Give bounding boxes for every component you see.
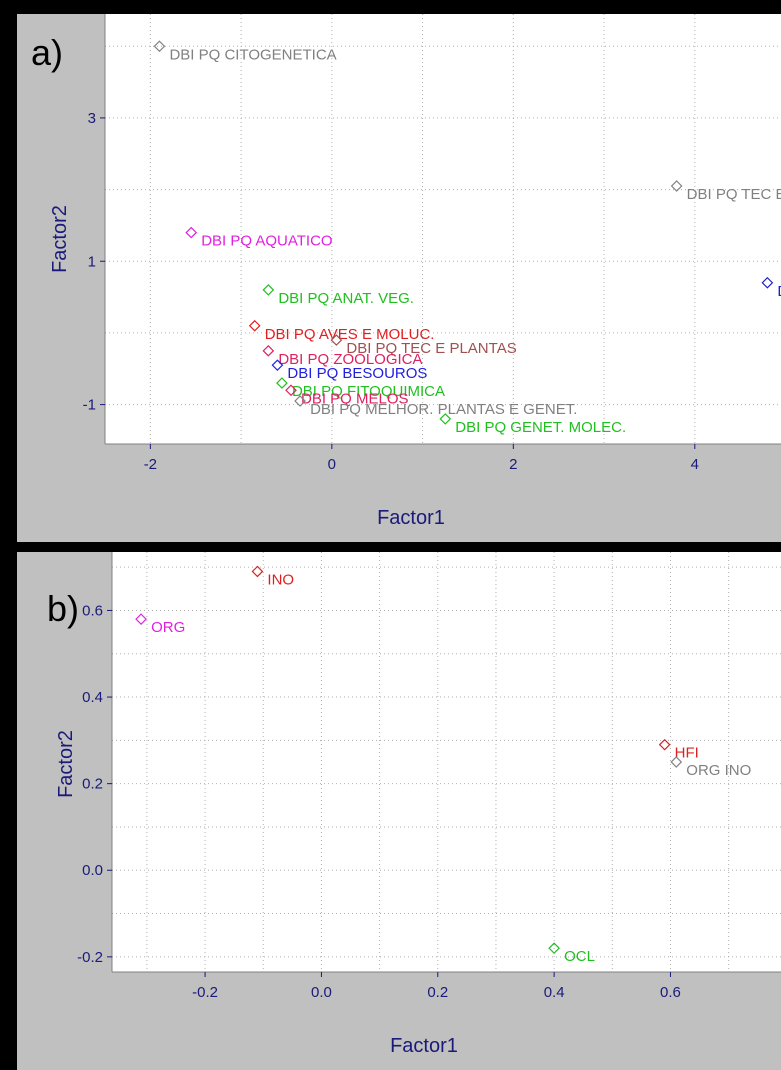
point-label: HFI (675, 745, 699, 762)
data-point: INO (251, 565, 294, 588)
grid-lines (105, 14, 781, 444)
x-tick-label: 0.4 (544, 984, 565, 1001)
point-marker (670, 180, 683, 192)
data-point: DBI PQ MELHOR. PLANTAS E GENET. (761, 276, 781, 300)
y-tick-label: 3 (88, 110, 96, 127)
y-tick-label: 1 (88, 253, 96, 270)
data-point: DBI PQ ZOOLOGICA (262, 344, 423, 368)
x-tick-label: -0.2 (192, 984, 218, 1001)
point-marker (153, 40, 166, 53)
point-label: OCL (564, 948, 595, 965)
x-tick-label: -2 (144, 456, 157, 473)
x-tick-label: 0.2 (427, 984, 448, 1001)
panel-letter-a: a) (31, 32, 64, 73)
data-point: DBI PQ GENET. MOLEC. (439, 413, 626, 436)
data-point: ORG INO (670, 756, 751, 779)
data-point: DBI PQ MELHOR. PLANTAS E GENET. (294, 395, 577, 418)
y-axis-title: Factor2 (55, 730, 77, 798)
scatter-chart-b: -0.2 0.0 0.2 0.4 0.6 -0.2 0.0 0.2 0.4 0.6 Factor1 F… (55, 552, 781, 1057)
data-point: HFI (658, 738, 699, 762)
point-label: DBI PQ BESOUROS (287, 365, 427, 382)
point-label: DBI PQ ANAT. VEG. (278, 290, 414, 307)
y-tick-label: -0.2 (77, 949, 103, 966)
point-label: DBI PQ FITOQUIMICA (292, 383, 445, 400)
point-marker (262, 284, 275, 296)
data-point: OCL (548, 942, 595, 965)
data-point: DBI PQ BESOUROS (271, 359, 427, 382)
plot-area (105, 14, 781, 444)
point-marker (251, 565, 264, 578)
point-label: DBI PQ MELHOR. PLANTAS E GENET. (777, 283, 781, 300)
y-tick-label: 0.2 (82, 776, 103, 793)
data-point: DBI PQ TEC E PLANTAS (330, 334, 517, 357)
data-point: DBI PQ ANAT. VEG. (262, 284, 414, 307)
scatter-chart-a: -2 0 2 4 -1 1 3 Factor1 Factor2 DBI PQ CITOGENETI… (49, 14, 781, 529)
y-tick-label: 0.0 (82, 862, 103, 879)
plot-area (112, 552, 781, 972)
panel-b: -0.2 0.0 0.2 0.4 0.6 -0.2 0.0 0.2 0.4 0.6 Factor1 F… (17, 552, 781, 1070)
data-point: DBI PQ AQUATICO (185, 226, 333, 250)
point-marker (135, 613, 147, 625)
point-marker (285, 384, 297, 397)
y-axis-title: Factor2 (49, 205, 71, 273)
y-tick-label: 0.4 (82, 689, 103, 706)
data-point: ORG (135, 613, 185, 636)
data-point: DBI PQ CITOGENETICA (153, 40, 337, 63)
point-label: DBI PQ ZOOLOGICA (278, 351, 422, 368)
y-tick-label: -1 (83, 397, 96, 414)
x-tick-label: 0 (328, 456, 336, 473)
data-point: DBI PQ FITOQUIMICA (276, 377, 445, 400)
point-label: DBI PQ TEC E PLANTAS (346, 340, 516, 357)
point-marker (439, 413, 452, 425)
panel-letter-b: b) (47, 588, 80, 629)
y-tick-label: 0.6 (82, 602, 103, 619)
x-tick-label: 4 (691, 456, 699, 473)
point-label: INO (267, 571, 294, 588)
x-axis-title: Factor1 (377, 507, 445, 529)
x-tick-label: 0.0 (311, 984, 332, 1001)
x-axis-title: Factor1 (390, 1035, 458, 1057)
point-marker (548, 942, 560, 955)
panel-a: -2 0 2 4 -1 1 3 Factor1 Factor2 DBI PQ CITOGENETI… (17, 14, 781, 542)
point-marker (294, 395, 306, 407)
point-marker (658, 738, 671, 751)
x-tick-label: 0.6 (660, 984, 681, 1001)
point-label: DBI PQ CITOGENETICA (169, 46, 336, 63)
point-marker (248, 319, 261, 332)
point-marker (262, 344, 275, 357)
point-label: DBI PQ MELOS (301, 390, 409, 407)
point-label: DBI PQ GENET. MOLEC. (455, 419, 626, 436)
point-marker (276, 377, 288, 389)
point-marker (330, 334, 343, 346)
point-marker (761, 276, 774, 289)
data-point: DBI PQ MELOS (285, 384, 409, 407)
x-tick-label: 2 (509, 456, 517, 473)
point-marker (185, 226, 198, 239)
point-label: ORG (151, 619, 185, 636)
data-point: DBI PQ TEC E PLANTAS (670, 180, 781, 203)
point-label: DBI PQ AVES E MOLUC. (265, 326, 435, 343)
point-label: DBI PQ TEC E PLANTAS (687, 186, 781, 203)
data-point: DBI PQ AVES E MOLUC. (248, 319, 435, 343)
point-marker (271, 359, 284, 372)
point-marker (670, 756, 683, 768)
point-label: DBI PQ AQUATICO (201, 233, 332, 250)
point-label: ORG INO (686, 762, 751, 779)
point-label: DBI PQ MELHOR. PLANTAS E GENET. (310, 401, 577, 418)
